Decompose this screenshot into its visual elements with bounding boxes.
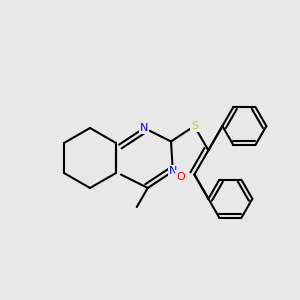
Text: S: S (191, 121, 198, 131)
Text: N: N (140, 123, 148, 133)
Text: N: N (169, 167, 177, 176)
Text: O: O (176, 172, 185, 182)
